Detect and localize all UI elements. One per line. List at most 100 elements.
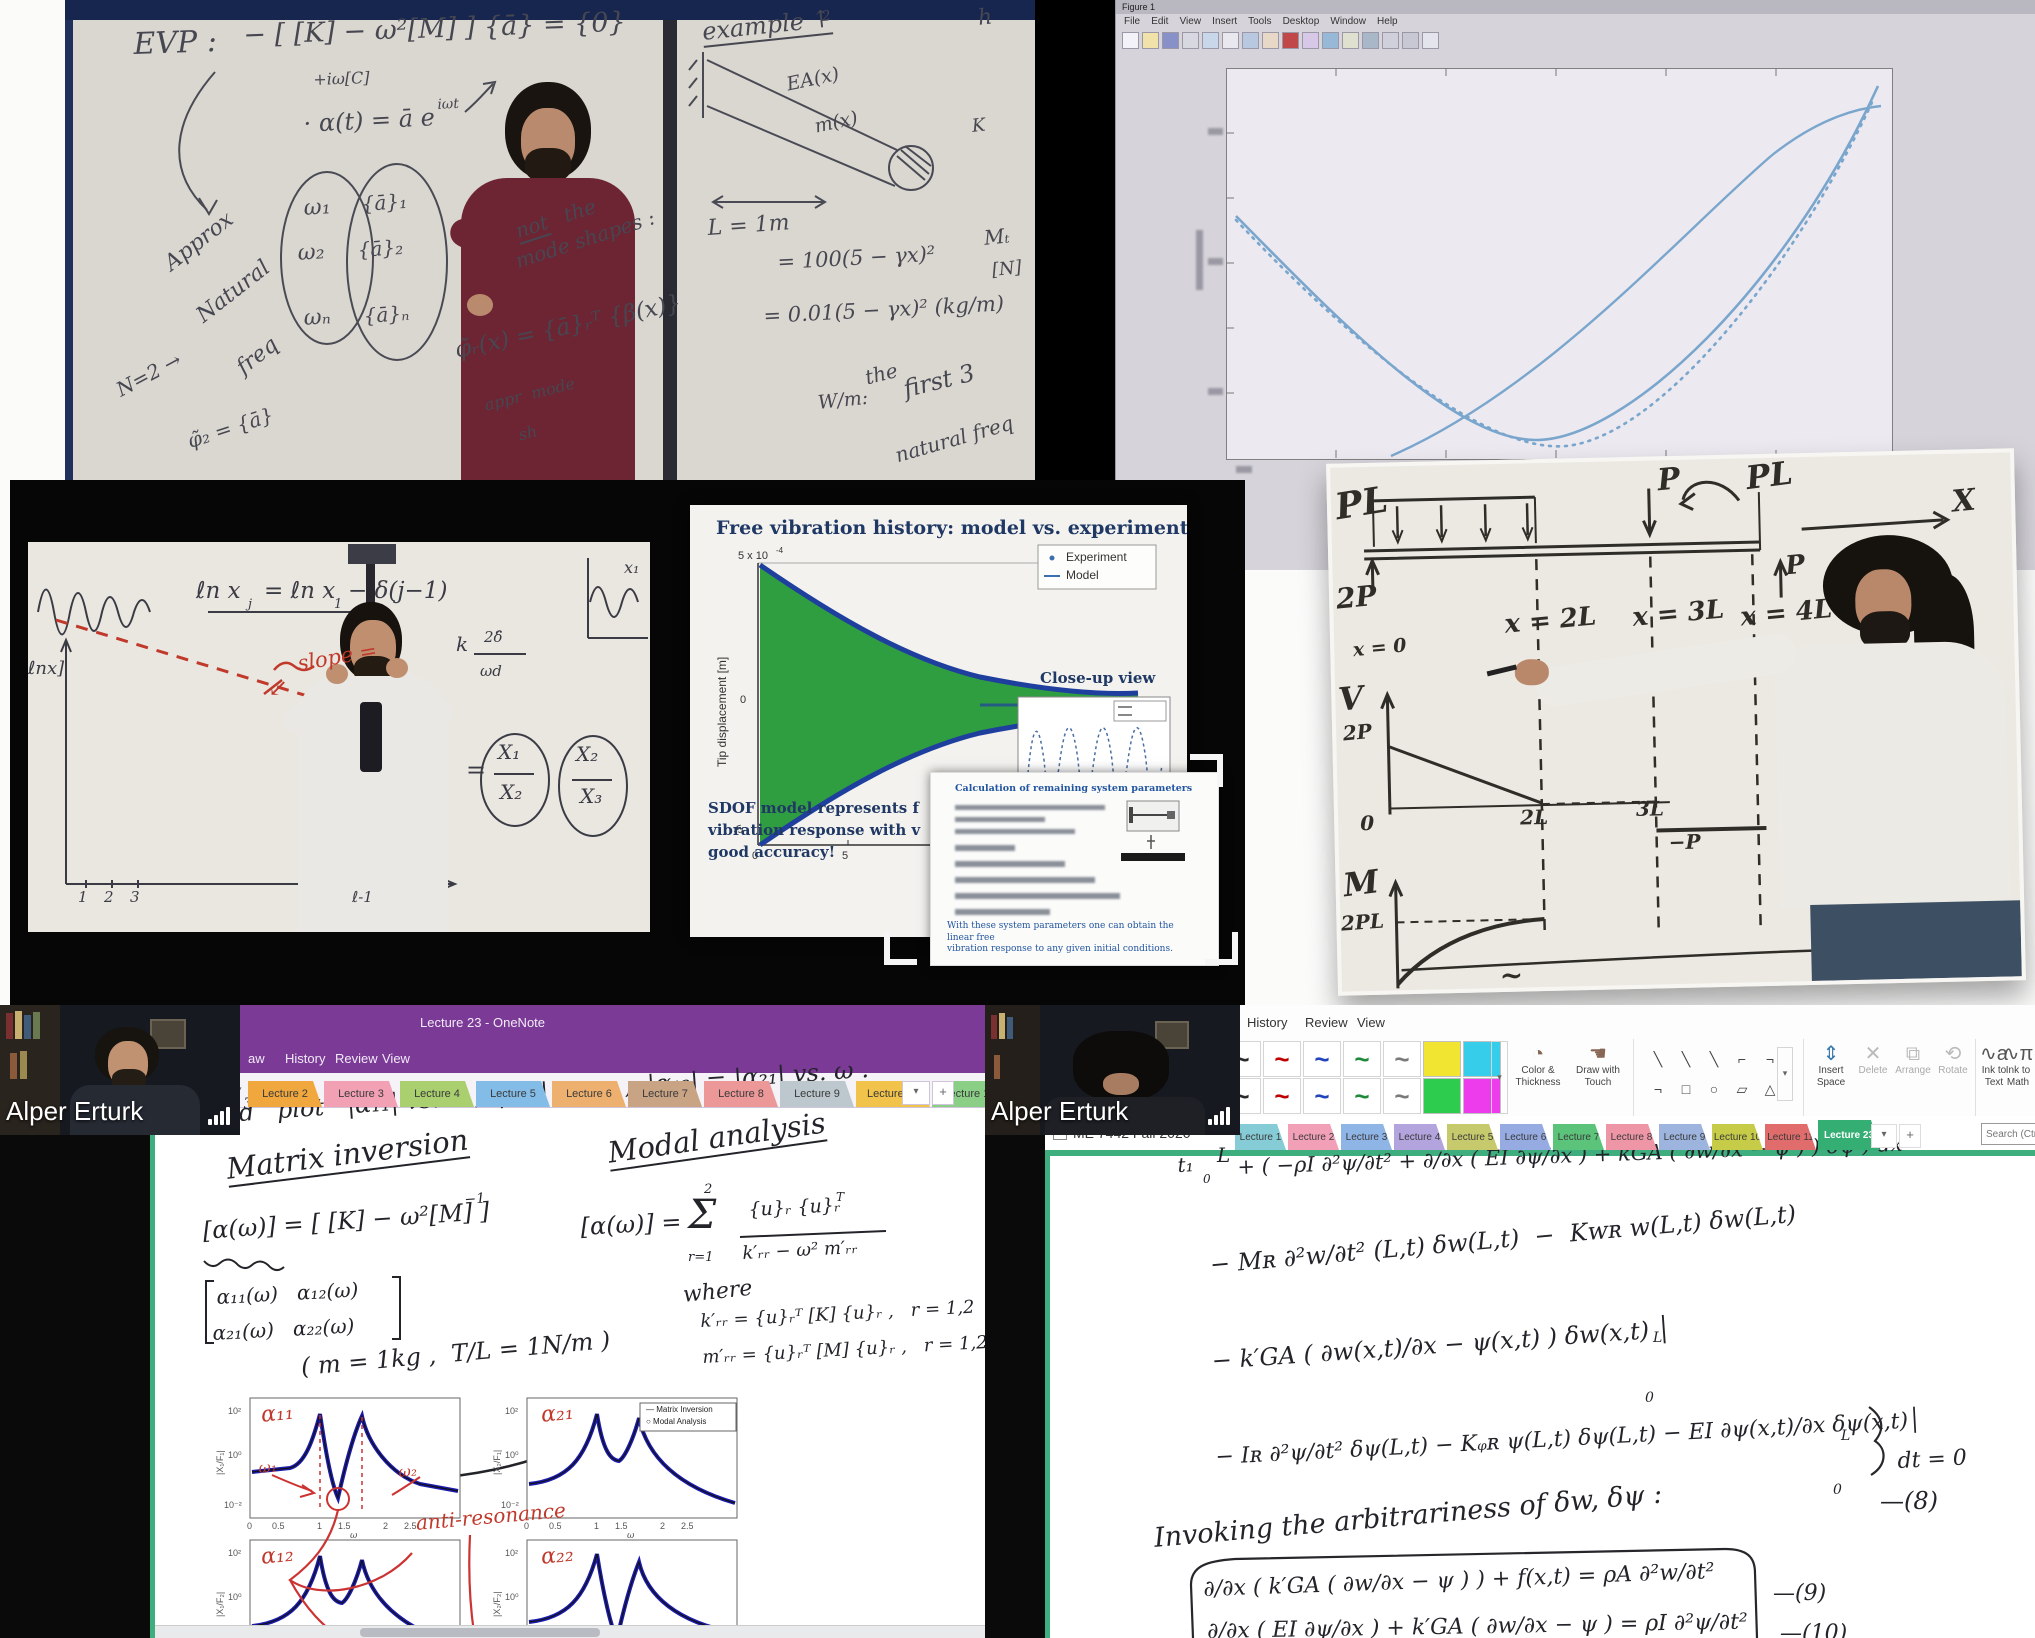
shape-icon[interactable]: □	[1681, 1081, 1691, 1097]
arrange-button[interactable]: ⧉ Arrange	[1891, 1043, 1935, 1077]
section-tab[interactable]: Lecture 23	[1818, 1120, 1880, 1150]
toolbar-icon[interactable]	[1182, 32, 1199, 49]
shape-icon[interactable]: ¬	[1653, 1081, 1663, 1097]
menu-item-review[interactable]: Review	[1305, 1015, 1348, 1030]
menu-item-review[interactable]: Review	[335, 1051, 378, 1066]
delete-button[interactable]: ✕ Delete	[1853, 1043, 1893, 1077]
ink-text: 0	[1833, 1482, 1842, 1498]
pen-swatch[interactable]: ~	[1303, 1041, 1341, 1077]
ink-text: x = 2L	[1503, 601, 1598, 640]
section-tab[interactable]: Lecture 9	[1659, 1124, 1710, 1150]
toolbar-icon[interactable]	[1322, 32, 1339, 49]
tab-overflow-button[interactable]: ▾	[1871, 1124, 1897, 1148]
pen-swatch[interactable]: ~	[1343, 1078, 1381, 1114]
section-tab[interactable]: Lecture 4	[400, 1081, 474, 1107]
section-tab[interactable]: Lecture 3	[324, 1081, 398, 1107]
menu-item-history[interactable]: History	[285, 1051, 326, 1066]
shape-icon[interactable]: ╲	[1681, 1050, 1691, 1067]
titlebar[interactable]: Lecture 23 - OneNote	[150, 1005, 985, 1045]
section-tab[interactable]: Lecture 8	[704, 1081, 778, 1107]
color-thickness-button[interactable]: ◔ Color & Thickness	[1509, 1043, 1567, 1088]
pen-swatch[interactable]	[1463, 1041, 1501, 1077]
toolbar-icon[interactable]	[1262, 32, 1279, 49]
toolbar-icon[interactable]	[1222, 32, 1239, 49]
toolbar-icon[interactable]	[1242, 32, 1259, 49]
pen-swatch[interactable]: ~	[1263, 1078, 1301, 1114]
ink-text: 10⁰	[505, 1592, 519, 1602]
shape-gallery-scroll[interactable]: ▾	[1777, 1047, 1793, 1101]
add-section-button[interactable]: +	[932, 1081, 954, 1105]
book	[24, 1015, 31, 1039]
toolbar-icon[interactable]	[1202, 32, 1219, 49]
shape-icon[interactable]: ╲	[1709, 1050, 1719, 1067]
pen-swatch[interactable]: ~	[1303, 1078, 1341, 1114]
search-input[interactable]	[1981, 1123, 2035, 1145]
menu-item-draw-partial[interactable]: aw	[248, 1051, 265, 1066]
toolbar-icon[interactable]	[1342, 32, 1359, 49]
toolbar-icon[interactable]	[1362, 32, 1379, 49]
insert-space-button[interactable]: ⇕ Insert Space	[1809, 1043, 1853, 1088]
ylabel-smudge	[1196, 230, 1203, 290]
rotate-button[interactable]: ⟲ Rotate	[1933, 1043, 1973, 1077]
toolbar-icon[interactable]	[1302, 32, 1319, 49]
menu-item-view[interactable]: View	[1357, 1015, 1385, 1030]
menu-bar[interactable]: File Edit View Insert Tools Desktop Wind…	[1124, 16, 1398, 27]
ink-text: 0.5	[549, 1521, 562, 1531]
section-tab[interactable]: Lecture 1	[1235, 1124, 1286, 1150]
shape-icon[interactable]: ⌐	[1737, 1051, 1747, 1067]
section-tab[interactable]: Lecture 4	[1394, 1124, 1445, 1150]
section-tab[interactable]: Lecture 10	[1712, 1124, 1763, 1150]
pen-swatch[interactable]: ~	[1383, 1078, 1421, 1114]
toolbar-icon[interactable]	[1162, 32, 1179, 49]
toolbar-icon[interactable]	[1122, 32, 1139, 49]
toolbar-icon[interactable]	[1282, 32, 1299, 49]
shape-icon[interactable]: △	[1764, 1080, 1776, 1097]
section-tab[interactable]: Lecture 9	[780, 1081, 854, 1107]
shape-icon[interactable]: ╲	[1653, 1050, 1663, 1067]
shape-icon[interactable]: ¬	[1765, 1051, 1775, 1067]
section-tab[interactable]: Lecture 11	[1765, 1124, 1816, 1150]
section-tab[interactable]: Lecture 6	[1500, 1124, 1551, 1150]
scrollbar-thumb[interactable]	[360, 1628, 600, 1637]
draw-with-touch-button[interactable]: ☚ Draw with Touch	[1569, 1043, 1627, 1088]
pen-swatch[interactable]	[1463, 1078, 1501, 1114]
equation-smudge	[955, 817, 1045, 822]
section-tab[interactable]: Lecture 2	[248, 1081, 322, 1107]
pen-swatch[interactable]: ~	[1263, 1041, 1301, 1077]
pen-swatch[interactable]: ~	[1343, 1041, 1381, 1077]
section-tab[interactable]: Lecture 2	[1288, 1124, 1339, 1150]
add-section-button[interactable]: +	[1899, 1124, 1921, 1148]
horizontal-scrollbar[interactable]	[155, 1625, 985, 1638]
section-tab[interactable]: Lecture 8	[1606, 1124, 1657, 1150]
pen-swatch[interactable]: ~	[1383, 1041, 1421, 1077]
shape-icon[interactable]: ▱	[1736, 1080, 1748, 1097]
ink-text: X₂	[500, 780, 523, 804]
shape-icon[interactable]: ○	[1709, 1081, 1719, 1097]
window-titlebar[interactable]: Figure 1	[1116, 0, 2035, 14]
lecturer-figure	[268, 544, 458, 932]
toolbar[interactable]	[1122, 32, 1439, 49]
section-tab[interactable]: Lecture 6	[552, 1081, 626, 1107]
slide-text: Experiment	[1066, 550, 1127, 564]
section-tab[interactable]: Lecture 3	[1341, 1124, 1392, 1150]
pen-gallery-scroll[interactable]: ▾	[1491, 1041, 1508, 1114]
toolbar-icon[interactable]	[1402, 32, 1419, 49]
pen-swatch[interactable]	[1423, 1041, 1461, 1077]
person-shoulders	[1045, 1097, 1205, 1135]
touch-icon: ☚	[1589, 1043, 1607, 1065]
lecturer-figure	[445, 82, 643, 481]
section-tab[interactable]: Lecture 5	[476, 1081, 550, 1107]
tab-overflow-button[interactable]: ▾	[902, 1081, 930, 1105]
ink-to-math-button[interactable]: ∿π Ink to Math	[2002, 1043, 2034, 1088]
pen-swatch[interactable]	[1423, 1078, 1461, 1114]
toolbar-icon[interactable]	[1142, 32, 1159, 49]
section-tab[interactable]: Lecture 7	[1553, 1124, 1604, 1150]
toolbar-icon[interactable]	[1382, 32, 1399, 49]
menu-item-history[interactable]: History	[1247, 1015, 1288, 1030]
menu-item-view[interactable]: View	[382, 1051, 410, 1066]
ink-to-text-button[interactable]: ∿a Ink to Text	[1977, 1043, 2011, 1088]
toolbar-icon[interactable]	[1422, 32, 1439, 49]
section-tab[interactable]: Lecture 7	[628, 1081, 702, 1107]
section-tab[interactable]: Lecture 5	[1447, 1124, 1498, 1150]
